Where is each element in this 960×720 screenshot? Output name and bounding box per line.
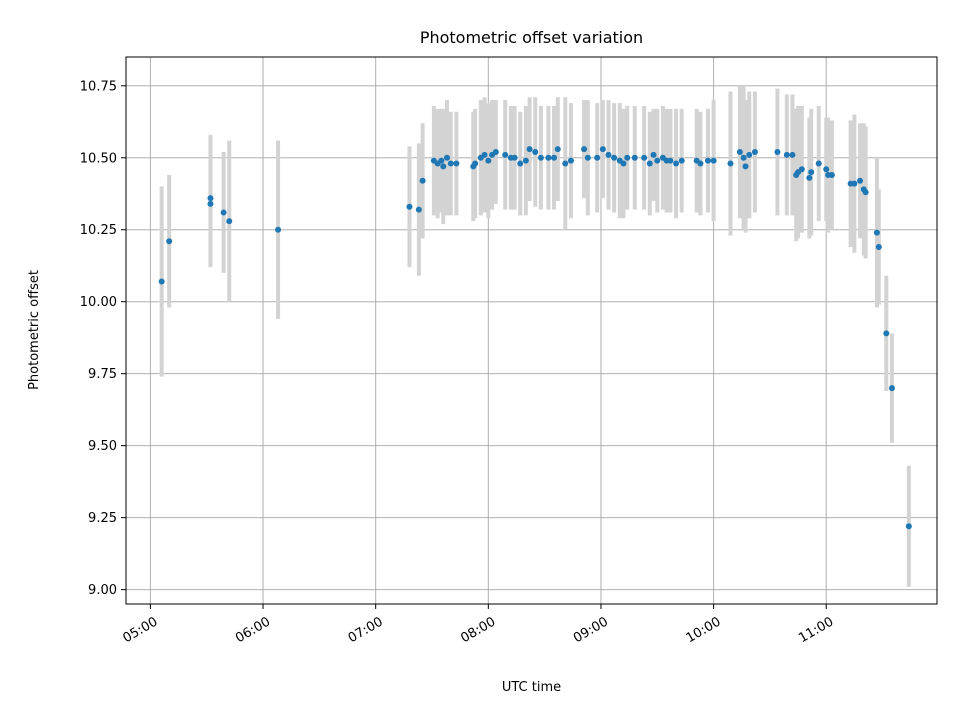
y-axis-label: Photometric offset	[27, 270, 42, 390]
data-point	[727, 160, 734, 167]
data-points	[158, 146, 912, 530]
y-axis: 9.00 9.25 9.50 9.75 10.00 10.25 10.50 10.75	[80, 79, 126, 598]
data-point	[220, 209, 227, 216]
data-point	[567, 157, 574, 164]
data-point	[166, 238, 173, 245]
data-point	[740, 154, 747, 161]
data-point	[673, 160, 680, 167]
data-point	[815, 160, 822, 167]
data-point	[158, 278, 165, 285]
x-axis-label: UTC time	[502, 680, 561, 695]
data-point	[905, 523, 912, 530]
data-point	[581, 146, 588, 153]
data-point	[532, 149, 539, 156]
data-point	[646, 160, 653, 167]
data-point	[511, 154, 518, 161]
data-point	[502, 151, 509, 158]
data-point	[862, 189, 869, 196]
data-point	[789, 151, 796, 158]
data-point	[654, 157, 661, 164]
data-point	[736, 149, 743, 156]
data-point	[584, 154, 591, 161]
y-tick-label: 9.75	[88, 367, 117, 382]
y-tick-label: 10.00	[80, 295, 117, 310]
data-point	[851, 180, 858, 187]
data-point	[783, 151, 790, 158]
data-point	[798, 166, 805, 173]
data-point	[207, 200, 214, 207]
data-point	[545, 154, 552, 161]
data-point	[472, 160, 479, 167]
data-point	[453, 160, 460, 167]
data-point	[594, 154, 601, 161]
data-point	[481, 151, 488, 158]
data-point	[746, 151, 753, 158]
data-point	[650, 151, 657, 158]
data-point	[631, 154, 638, 161]
data-point	[678, 157, 685, 164]
data-point	[704, 157, 711, 164]
data-point	[641, 154, 648, 161]
data-point	[828, 172, 835, 179]
y-tick-label: 9.25	[88, 511, 117, 526]
data-point	[599, 146, 606, 153]
data-point	[883, 330, 890, 337]
data-point	[522, 157, 529, 164]
data-point	[419, 177, 426, 184]
data-point	[517, 160, 524, 167]
y-tick-label: 9.50	[88, 439, 117, 454]
data-point	[605, 151, 612, 158]
data-point	[751, 149, 758, 156]
data-point	[888, 385, 895, 392]
data-point	[275, 226, 282, 233]
data-point	[808, 169, 815, 176]
data-point	[406, 203, 413, 210]
data-point	[774, 149, 781, 156]
data-point	[823, 166, 830, 173]
data-point	[226, 218, 233, 225]
plot-frame	[125, 56, 938, 605]
data-point	[806, 174, 813, 181]
y-tick-label: 10.50	[80, 151, 117, 166]
y-tick-label: 10.25	[80, 223, 117, 238]
data-point	[492, 149, 499, 156]
data-point	[485, 157, 492, 164]
data-point	[447, 160, 454, 167]
data-point	[562, 160, 569, 167]
data-point	[537, 154, 544, 161]
chart-title: Photometric offset variation	[420, 28, 643, 47]
data-point	[667, 157, 674, 164]
data-point	[620, 160, 627, 167]
data-point	[742, 163, 749, 170]
data-point	[207, 195, 214, 202]
data-point	[526, 146, 533, 153]
data-point	[444, 154, 451, 161]
data-point	[611, 154, 618, 161]
data-point	[554, 146, 561, 153]
data-point	[710, 157, 717, 164]
data-point	[415, 206, 422, 213]
y-tick-label: 9.00	[88, 583, 117, 598]
y-tick-label: 10.75	[80, 79, 117, 94]
data-point	[551, 154, 558, 161]
data-point	[875, 244, 882, 251]
data-point	[697, 160, 704, 167]
data-point	[438, 157, 445, 164]
data-point	[857, 177, 864, 184]
data-point	[624, 154, 631, 161]
data-point	[873, 229, 880, 236]
data-point	[440, 163, 447, 170]
